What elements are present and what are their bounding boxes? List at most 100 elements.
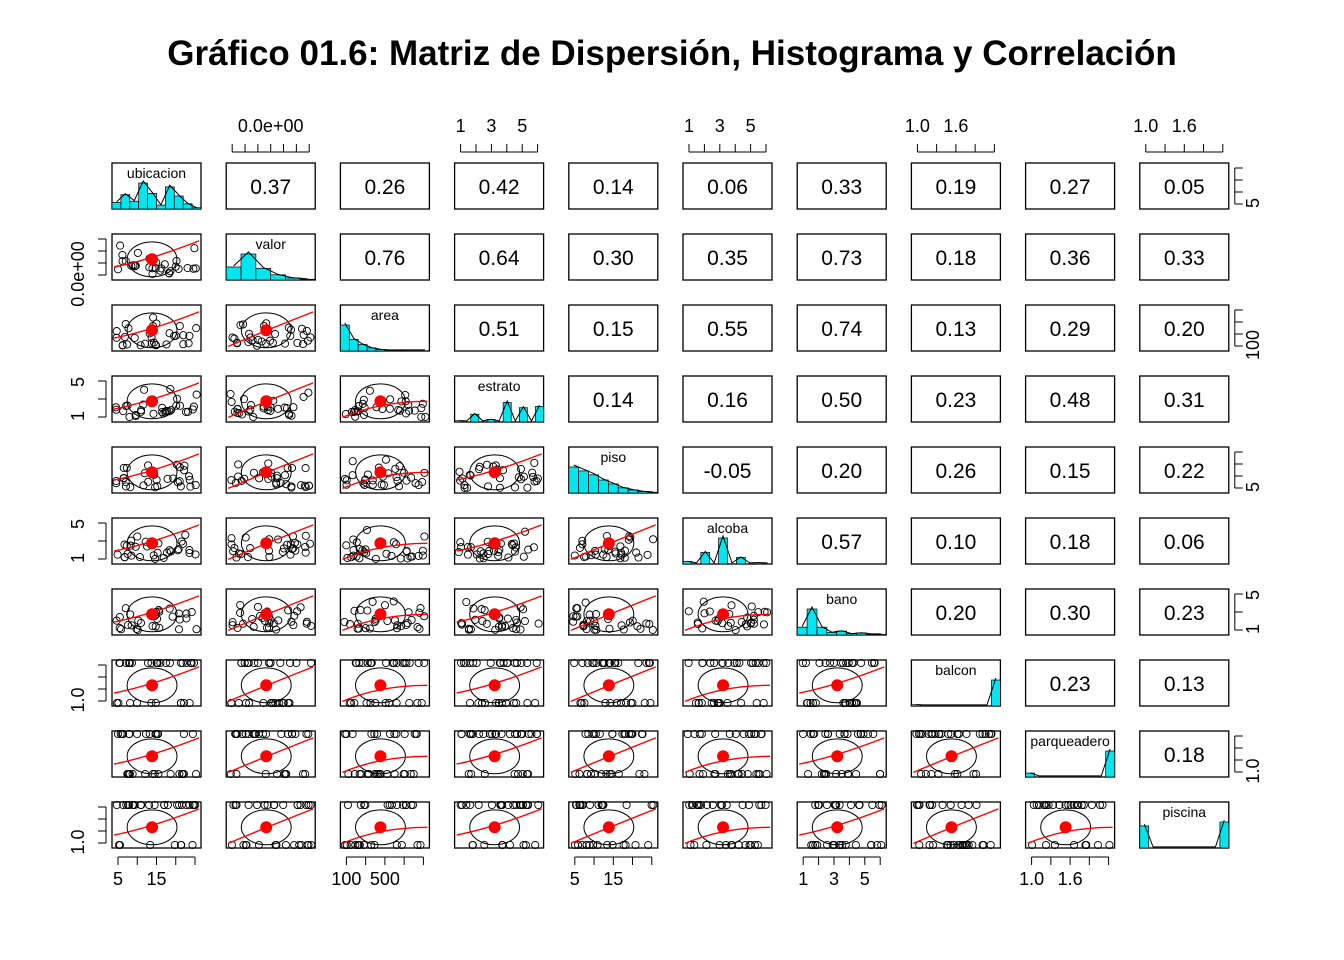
data-point (180, 461, 189, 470)
data-point (287, 729, 297, 739)
data-point (283, 729, 292, 739)
data-point (229, 547, 238, 556)
data-point (614, 769, 623, 779)
correlation-value: 0.10 (935, 531, 976, 554)
data-point (486, 658, 495, 668)
data-point (808, 840, 817, 850)
mean-point (602, 821, 615, 834)
panel-frame (796, 517, 887, 565)
data-point (185, 475, 194, 484)
data-point (273, 404, 283, 413)
data-point (644, 840, 653, 850)
data-point (187, 608, 196, 617)
correlation-value: 0.27 (1050, 176, 1091, 199)
data-point (393, 621, 402, 630)
density-ellipse (811, 667, 863, 704)
panel-frame (910, 446, 1002, 494)
data-point (405, 698, 414, 708)
data-point (287, 463, 297, 473)
data-point (843, 769, 852, 779)
panel-frame (1024, 446, 1116, 494)
data-point (368, 480, 377, 489)
data-point (466, 800, 475, 810)
data-point (798, 658, 807, 668)
data-point (227, 397, 236, 406)
mean-point (945, 750, 958, 763)
data-point (698, 658, 707, 668)
density-ellipse (240, 454, 292, 491)
data-point (482, 460, 492, 469)
data-point (136, 341, 145, 350)
data-point (398, 800, 408, 810)
panel-frame (339, 233, 431, 281)
data-point (409, 769, 418, 779)
data-point (620, 553, 629, 562)
data-point (625, 618, 634, 627)
bottom-tick-label: 100 (331, 869, 361, 889)
mean-point (831, 821, 844, 834)
data-point (457, 619, 466, 628)
density-ellipse (697, 738, 749, 775)
data-point (293, 800, 302, 810)
mean-point (602, 608, 615, 621)
data-point (521, 840, 530, 850)
data-point (353, 407, 363, 416)
top-tick-label: 1 (456, 116, 466, 136)
panel-frame (568, 304, 659, 352)
data-point (408, 800, 418, 810)
panel-piso-piso (568, 446, 659, 494)
panel-parqueadero-valor (225, 729, 316, 779)
data-point (397, 840, 406, 850)
data-point (494, 548, 503, 557)
data-point (513, 729, 522, 739)
top-tick-label: 3 (715, 116, 725, 136)
data-point (750, 840, 759, 850)
data-point (177, 800, 186, 810)
data-point (843, 729, 852, 739)
data-point (520, 617, 529, 626)
data-point (290, 840, 299, 850)
correlation-value: 0.29 (1050, 318, 1091, 341)
data-point (707, 698, 716, 708)
data-point (507, 540, 516, 549)
data-point (306, 658, 316, 668)
data-point (147, 658, 156, 668)
mean-point (260, 395, 273, 408)
correlation-value: 0.13 (1164, 673, 1205, 696)
data-point (359, 840, 368, 850)
data-point (462, 597, 471, 607)
panel-piscina-piso (568, 800, 659, 850)
data-point (1064, 800, 1073, 810)
density-ellipse (355, 667, 406, 704)
data-point (383, 800, 392, 810)
data-point (804, 769, 813, 779)
data-point (916, 729, 925, 739)
data-point (392, 658, 401, 668)
data-point (403, 619, 412, 628)
panel-frame (910, 233, 1002, 281)
left-tick-label: 5 (68, 377, 88, 387)
data-point (273, 535, 283, 544)
panel-estrato-piscina (1139, 375, 1230, 423)
data-point (594, 800, 603, 810)
data-point (519, 472, 528, 481)
left-tick-label: 1.0 (68, 829, 88, 854)
density-ellipse (126, 525, 178, 562)
data-point (717, 800, 727, 810)
data-point (121, 604, 130, 613)
data-point (280, 339, 290, 348)
data-point (343, 800, 352, 810)
data-point (510, 769, 519, 779)
panel-balcon-piscina (1139, 659, 1230, 707)
panel-piscina-piscina (1139, 801, 1230, 849)
data-point (806, 729, 815, 739)
data-point (182, 800, 191, 810)
data-point (304, 388, 313, 397)
density-ellipse (240, 525, 292, 562)
hist-bar (588, 474, 599, 494)
data-point (509, 698, 518, 708)
left-tick-label: 1 (68, 553, 88, 563)
data-point (413, 840, 422, 850)
data-point (303, 840, 312, 850)
data-point (690, 840, 699, 850)
